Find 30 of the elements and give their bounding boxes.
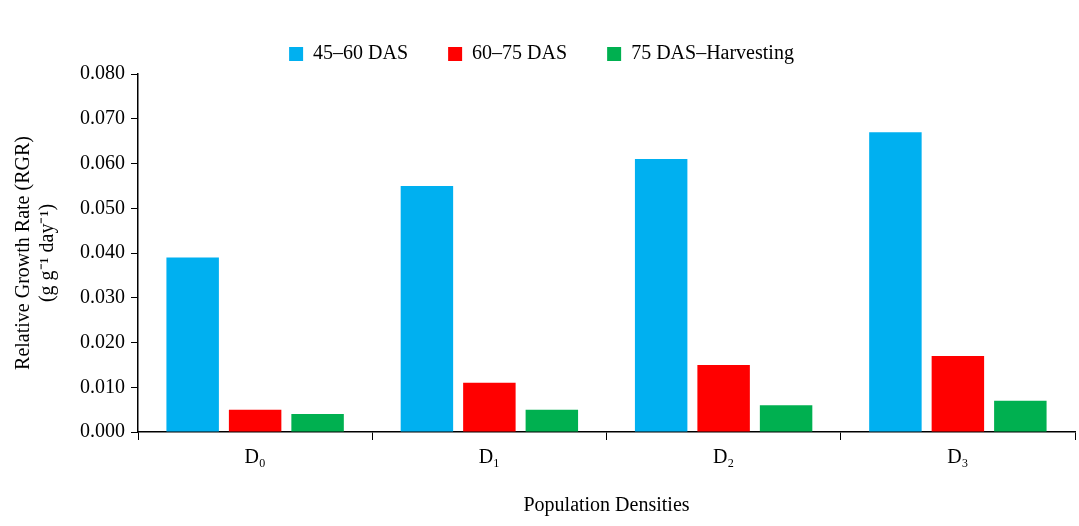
x-tick-label: D₀: [244, 445, 266, 468]
x-tick-label: D₂: [712, 445, 735, 468]
y-axis-title: Relative Growth Rate (RGR) (g g⁻¹ day⁻¹): [11, 136, 59, 370]
y-tick-label: 0.050: [80, 195, 125, 218]
bar: [697, 364, 750, 432]
y-tick-label: 0.020: [80, 329, 125, 352]
x-tick-label: D₁: [478, 445, 501, 468]
y-tick-label: 0.060: [80, 150, 125, 173]
legend-label: 60–75 DAS: [472, 41, 568, 64]
bar: [166, 257, 219, 432]
bar: [525, 409, 579, 432]
legend-label: 45–60 DAS: [313, 41, 409, 64]
bar: [931, 355, 985, 432]
y-tick-label: 0.080: [80, 61, 125, 84]
y-tick-label: 0.030: [80, 285, 125, 307]
legend-label: 75 DAS–Harvesting: [631, 41, 794, 65]
y-tick-label: 0.040: [80, 240, 125, 263]
bar: [869, 132, 922, 432]
bar: [291, 414, 344, 432]
bar: [463, 382, 516, 432]
bar: [759, 405, 813, 432]
bar: [400, 185, 454, 432]
y-tick-label: 0.000: [80, 419, 125, 442]
x-tick-label: D₃: [947, 445, 969, 468]
x-axis-title: Population Densities: [523, 493, 690, 517]
bar: [994, 400, 1047, 432]
bar: [634, 159, 688, 432]
y-tick-label: 0.070: [80, 106, 125, 128]
bar: [228, 409, 282, 432]
y-tick-label: 0.010: [80, 374, 125, 397]
